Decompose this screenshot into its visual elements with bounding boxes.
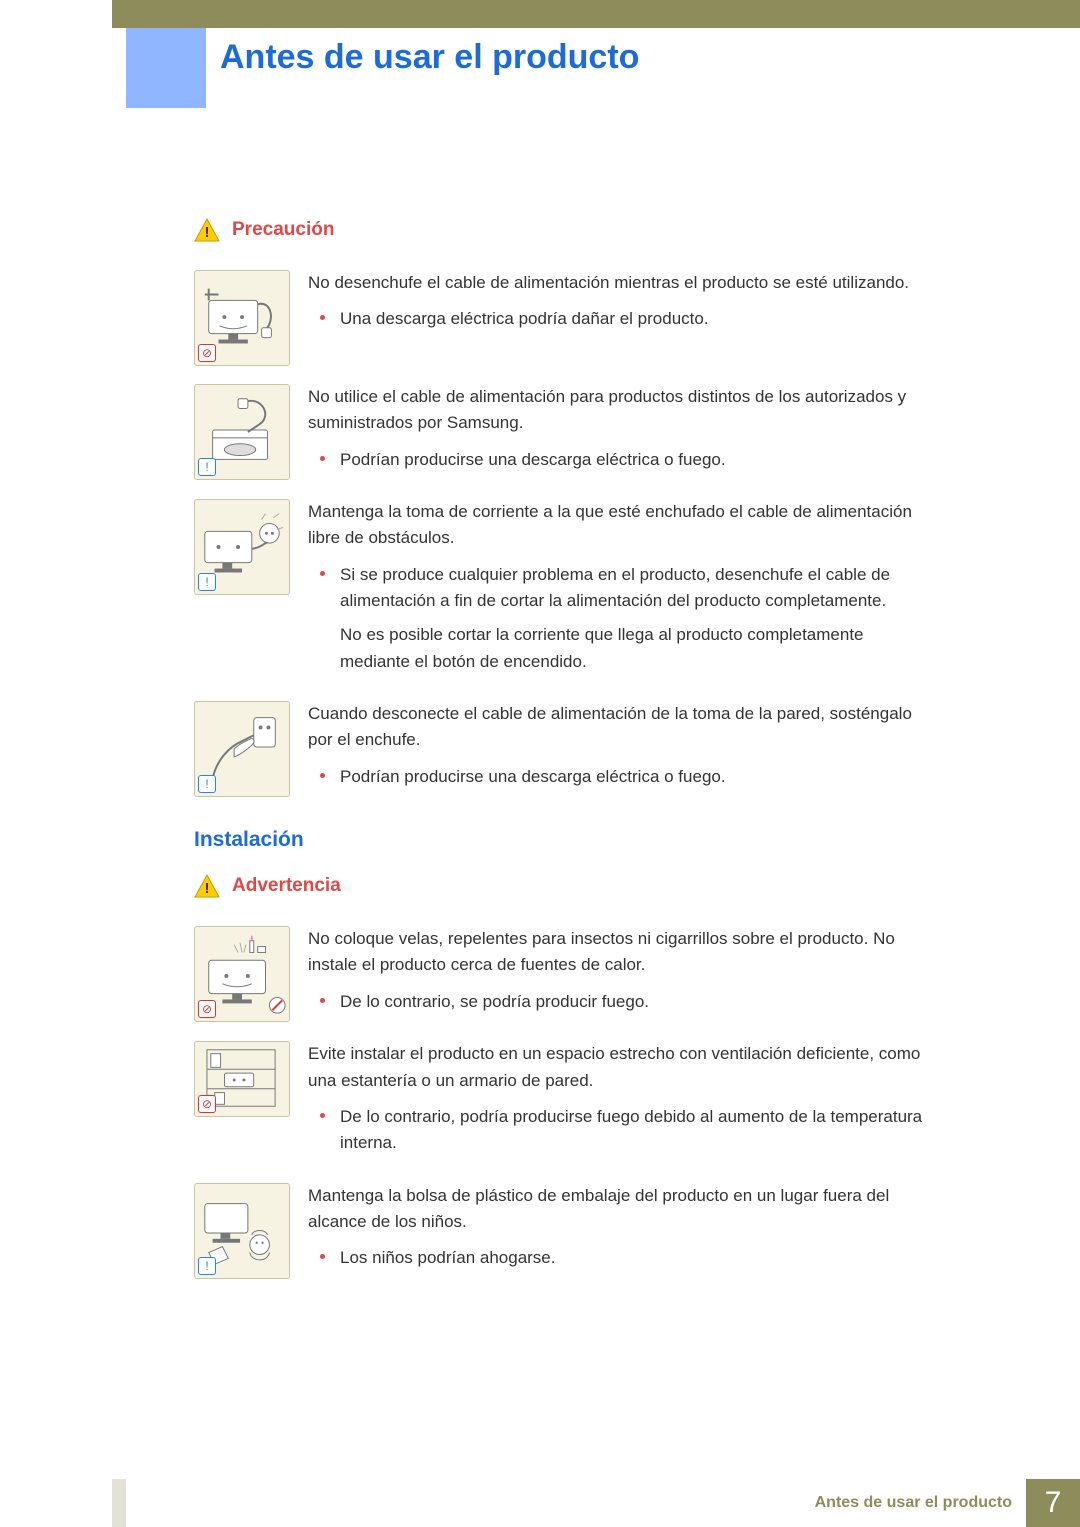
item-body: No desenchufe el cable de alimentación m… [308, 270, 934, 366]
top-bar [126, 0, 1080, 28]
item-lead: No utilice el cable de alimentación para… [308, 384, 934, 437]
illustration: ⊘ [194, 1041, 290, 1117]
item-body: No utilice el cable de alimentación para… [308, 384, 934, 481]
warning-heading: ! Advertencia [194, 874, 934, 898]
illustration: ! [194, 701, 290, 797]
warning-icon: ! [194, 874, 220, 898]
footer-right: Antes de usar el producto 7 [815, 1479, 1080, 1527]
precaution-item: ! Mantenga la toma de corriente a la que… [194, 499, 934, 683]
page: Antes de usar el producto ! Precaución [0, 0, 1080, 1527]
content: ! Precaución ⊘ No desenchufe [194, 218, 934, 1298]
install-heading: Instalación [194, 828, 934, 852]
item-body: No coloque velas, repelentes para insect… [308, 926, 934, 1023]
footer-section: Antes de usar el producto [815, 1494, 1026, 1512]
item-body: Evite instalar el producto en un espacio… [308, 1041, 934, 1164]
illustration: ! [194, 1183, 290, 1279]
footer-accent [112, 1479, 126, 1527]
info-icon: ! [198, 775, 216, 793]
precaution-item: ! No utilice el cable de alimentación pa… [194, 384, 934, 481]
side-accent [112, 0, 126, 28]
page-number: 7 [1026, 1479, 1080, 1527]
item-lead: No desenchufe el cable de alimentación m… [308, 270, 934, 296]
item-lead: Mantenga la bolsa de plástico de embalaj… [308, 1183, 934, 1236]
item-lead: Evite instalar el producto en un espacio… [308, 1041, 934, 1094]
header-square [126, 28, 206, 108]
page-title: Antes de usar el producto [220, 38, 639, 77]
precaution-item: ⊘ No desenchufe el cable de alimentación… [194, 270, 934, 366]
info-icon: ! [198, 1257, 216, 1275]
illustration: ! [194, 384, 290, 480]
prohibit-icon: ⊘ [198, 344, 216, 362]
item-bullet: Podrían producirse una descarga eléctric… [340, 764, 934, 790]
item-bullet: Los niños podrían ahogarse. [340, 1245, 934, 1271]
warning-icon: ! [194, 218, 220, 242]
item-bullet: Si se produce cualquier problema en el p… [340, 562, 934, 615]
illustration: ! [194, 499, 290, 595]
precaution-heading: ! Precaución [194, 218, 934, 242]
precaution-item: ! Cuando desconecte el cable de alimenta… [194, 701, 934, 798]
install-item: ⊘ Evite instalar el producto en un espac… [194, 1041, 934, 1164]
item-body: Mantenga la bolsa de plástico de embalaj… [308, 1183, 934, 1280]
install-item: ⊘ No coloque velas, repelentes para inse… [194, 926, 934, 1023]
item-bullet: De lo contrario, se podría producir fueg… [340, 989, 934, 1015]
item-lead: Cuando desconecte el cable de alimentaci… [308, 701, 934, 754]
svg-text:!: ! [205, 224, 210, 241]
info-icon: ! [198, 573, 216, 591]
prohibit-icon: ⊘ [198, 1000, 216, 1018]
item-lead: No coloque velas, repelentes para insect… [308, 926, 934, 979]
prohibit-icon: ⊘ [198, 1095, 216, 1113]
item-body: Mantenga la toma de corriente a la que e… [308, 499, 934, 683]
svg-text:!: ! [205, 880, 210, 897]
warning-label: Advertencia [232, 875, 341, 897]
item-bullet: De lo contrario, podría producirse fuego… [340, 1104, 934, 1157]
item-note: No es posible cortar la corriente que ll… [340, 622, 934, 675]
item-body: Cuando desconecte el cable de alimentaci… [308, 701, 934, 798]
illustration: ⊘ [194, 926, 290, 1022]
illustration: ⊘ [194, 270, 290, 366]
footer: Antes de usar el producto 7 [0, 1479, 1080, 1527]
item-lead: Mantenga la toma de corriente a la que e… [308, 499, 934, 552]
install-item: ! Mantenga la bolsa de plástico de embal… [194, 1183, 934, 1280]
precaution-label: Precaución [232, 219, 334, 241]
info-icon: ! [198, 458, 216, 476]
item-bullet: Una descarga eléctrica podría dañar el p… [340, 306, 934, 332]
item-bullet: Podrían producirse una descarga eléctric… [340, 447, 934, 473]
